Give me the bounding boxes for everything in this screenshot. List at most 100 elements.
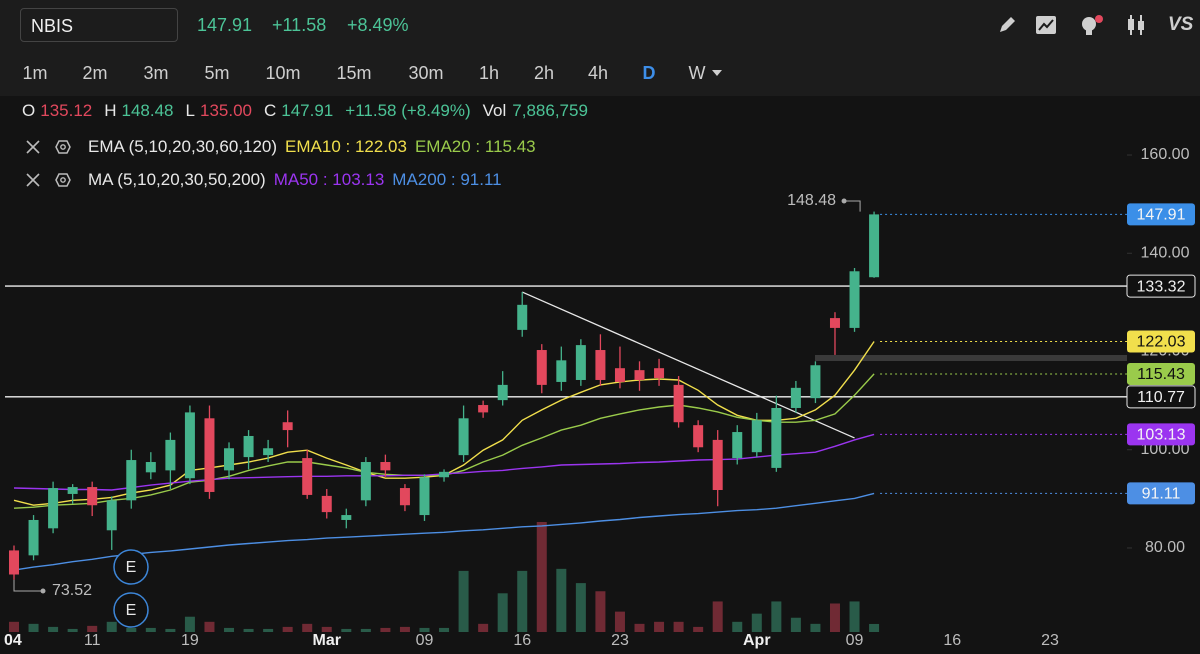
- candle-body: [810, 365, 821, 399]
- timeframe-button[interactable]: D: [642, 63, 656, 83]
- price-tag-label: 147.91: [1137, 207, 1186, 224]
- volume-bar: [849, 601, 860, 632]
- price-tag: [1127, 362, 1195, 385]
- candle-body: [712, 439, 723, 491]
- candle-body: [458, 418, 469, 456]
- chart-type-icon[interactable]: [1034, 13, 1058, 37]
- legend-name: EMA10: [285, 137, 341, 156]
- candle-body: [380, 462, 391, 471]
- volume-bar: [419, 627, 430, 632]
- last-price: 147.91: [197, 15, 253, 35]
- volume-bar: [341, 628, 352, 632]
- timeframe-button[interactable]: W: [688, 63, 706, 83]
- price-change: +11.58: [272, 15, 327, 35]
- legend-value: 115.43: [484, 137, 536, 156]
- top-bar: NBIS 147.91 +11.58 +8.49% VS: [0, 0, 1200, 50]
- timeframe-button[interactable]: 3m: [143, 63, 169, 83]
- timeframe-button[interactable]: 2h: [533, 63, 555, 83]
- candle-body: [243, 435, 254, 458]
- indicator-settings[interactable]: [55, 140, 71, 154]
- candle-body: [497, 384, 508, 401]
- remove-indicator[interactable]: [26, 173, 40, 187]
- timeframe-button[interactable]: 2m: [82, 63, 108, 83]
- timeframe-button[interactable]: 1m: [22, 63, 48, 83]
- volume-bar: [165, 628, 176, 632]
- price-tag: [1126, 385, 1196, 409]
- volume-bar: [654, 621, 665, 632]
- candle-body: [184, 412, 195, 479]
- price-tag-label: 110.77: [1137, 389, 1185, 406]
- candle-icon-body: [1138, 21, 1144, 30]
- x-tick-label: 19: [181, 632, 199, 649]
- x-tick-label: 23: [611, 632, 629, 649]
- timeframe-button[interactable]: 15m: [336, 63, 372, 83]
- earnings-marker[interactable]: E: [113, 549, 149, 585]
- candle-body: [673, 384, 684, 423]
- ideas-icon[interactable]: [1078, 13, 1106, 39]
- x-tick-label: 04: [4, 632, 22, 649]
- candle-body: [790, 387, 801, 408]
- candle-body: [517, 304, 528, 330]
- quote-value: 135.12: [40, 101, 93, 120]
- x-tick-label: Apr: [743, 632, 771, 649]
- earnings-circle: [113, 549, 149, 585]
- symbol-input[interactable]: NBIS: [20, 8, 178, 42]
- remove-indicator[interactable]: [26, 140, 40, 154]
- candle-body: [614, 368, 625, 382]
- compare-button[interactable]: VS: [1168, 14, 1194, 35]
- legend-separator: :: [318, 170, 333, 189]
- volume-bar: [204, 621, 215, 632]
- legend-separator: :: [470, 137, 485, 156]
- volume-bar: [712, 601, 723, 632]
- candle-body: [419, 477, 430, 516]
- candle-body: [263, 448, 274, 456]
- draw-icon[interactable]: [996, 13, 1018, 37]
- candle-body: [321, 495, 332, 513]
- high-label: 148.48: [787, 192, 836, 209]
- volume-bar: [9, 621, 19, 632]
- volume-bar: [673, 621, 684, 632]
- candle-body: [360, 462, 371, 501]
- timeframe-button[interactable]: 30m: [408, 63, 444, 83]
- x-tick-label: 23: [1041, 632, 1059, 649]
- volume-bar: [575, 583, 586, 632]
- timeframe-bar: 1m 2m 3m 5m 10m 15m 30m 1h 2h 4h D W: [0, 50, 1200, 96]
- candle-body: [48, 488, 59, 529]
- volume-bar: [302, 623, 313, 632]
- volume-bar: [614, 611, 625, 632]
- price-tag-label: 115.43: [1137, 366, 1185, 383]
- ema-legend: EMA (5,10,20,30,60,120) EMA10 : 122.03 EMA…: [88, 137, 544, 157]
- legend-separator: :: [340, 137, 355, 156]
- timeframe-button[interactable]: 10m: [265, 63, 301, 83]
- candle-body: [439, 471, 450, 478]
- zone-band: [815, 355, 1127, 361]
- volume-bar: [497, 593, 508, 632]
- legend-value: 91.11: [460, 170, 502, 189]
- price-tag: [1127, 423, 1195, 446]
- indicator-settings[interactable]: [55, 173, 71, 187]
- dropdown-caret[interactable]: [711, 68, 723, 78]
- indicator-controls: [26, 140, 71, 187]
- timeframe-button[interactable]: 5m: [204, 63, 230, 83]
- timeframe-button[interactable]: 1h: [478, 63, 500, 83]
- quote-value: 135.00: [199, 101, 252, 120]
- candles-icon[interactable]: [1124, 13, 1148, 37]
- quote-legend: O 135.12 H 148.48 L 135.00 C 147.91 +11.58 (+8.4…: [22, 101, 594, 121]
- candle-body: [654, 368, 665, 379]
- candle-body: [224, 448, 235, 471]
- candle-body: [341, 515, 352, 520]
- timeframe-button[interactable]: 4h: [587, 63, 609, 83]
- volume-bar: [145, 627, 156, 632]
- candle-icon-body: [1128, 19, 1134, 30]
- indicator-line: [13, 492, 875, 571]
- volume-bar: [184, 616, 195, 632]
- candle-body: [28, 519, 39, 556]
- price-tag: [1127, 203, 1195, 226]
- indicator-title: MA (5,10,20,30,50,200): [88, 170, 266, 189]
- earnings-marker[interactable]: E: [113, 592, 149, 628]
- candle-body: [829, 318, 840, 328]
- bulb-base: [1086, 30, 1092, 35]
- high-marker-line: [844, 200, 861, 212]
- trendline: [521, 291, 855, 439]
- candle-body: [165, 439, 176, 471]
